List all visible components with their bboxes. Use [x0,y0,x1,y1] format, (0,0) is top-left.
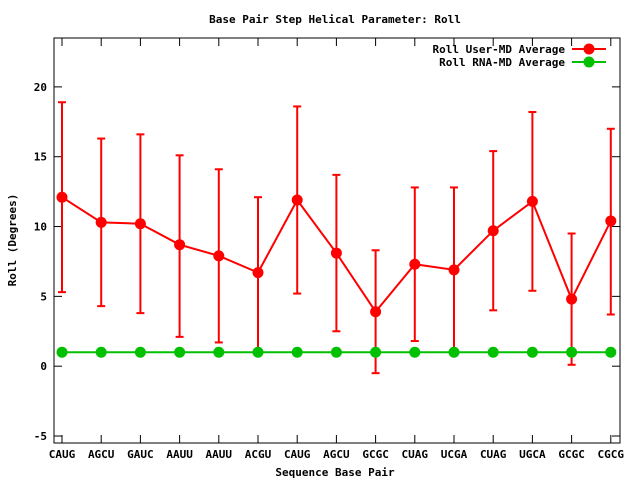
data-point [566,346,578,358]
x-tick-label: CUAG [480,448,507,461]
x-axis-label: Sequence Base Pair [275,466,395,479]
x-tick-label: GCGC [362,448,389,461]
x-tick-label: AAUU [166,448,193,461]
x-tick-label: AAUU [206,448,233,461]
x-tick-label: CAUG [284,448,311,461]
data-point [252,346,264,358]
x-tick-label: UGCA [519,448,546,461]
y-tick-label: 0 [40,360,47,373]
data-point [526,346,538,358]
data-point [409,258,421,270]
data-point [487,346,499,358]
x-tick-label: GCGC [558,448,585,461]
data-point [330,247,342,259]
data-point [605,346,617,358]
data-point [487,225,499,237]
chart-title: Base Pair Step Helical Parameter: Roll [209,13,461,26]
data-point [134,218,146,230]
axis-ticks: -5 0 5 10 15 20 CAUG AGCU GAUC AAUU AAUU ACGU CAUG AG… [34,38,625,461]
x-tick-label: AGCU [323,448,350,461]
data-point [174,346,186,358]
data-point [330,346,342,358]
series-1 [56,101,617,375]
data-point [291,194,303,206]
data-point [605,215,617,227]
data-point [174,239,186,251]
data-point [370,306,382,318]
data-point [134,346,146,358]
y-tick-label: 5 [40,290,47,303]
x-tick-label: CGCG [598,448,625,461]
y-tick-label: 20 [34,81,47,94]
x-tick-label: UCGA [441,448,468,461]
data-point [291,346,303,358]
data-point [370,346,382,358]
data-point [213,346,225,358]
x-tick-label: ACGU [245,448,272,461]
data-point [526,195,538,207]
data-point [95,216,107,228]
legend-marker [583,43,595,55]
data-point [448,264,460,276]
y-axis-label: Roll (Degrees) [6,194,19,287]
x-tick-label: GAUC [127,448,154,461]
data-point [56,191,68,203]
data-point [56,346,68,358]
data-point [95,346,107,358]
series-layer [56,101,617,375]
legend-label: Roll User-MD Average [433,43,566,56]
y-tick-label: 15 [34,151,47,164]
x-tick-label: CUAG [402,448,429,461]
legend-label: Roll RNA-MD Average [439,56,565,69]
plot-frame [53,37,621,444]
data-point [448,346,460,358]
y-tick-label: 10 [34,221,47,234]
data-point [252,267,264,279]
x-tick-label: CAUG [49,448,76,461]
series-2 [56,346,617,358]
data-point [409,346,421,358]
data-point [213,250,225,262]
y-tick-label: -5 [34,430,47,443]
x-tick-label: AGCU [88,448,115,461]
data-point [566,293,578,305]
legend-marker [583,56,595,68]
